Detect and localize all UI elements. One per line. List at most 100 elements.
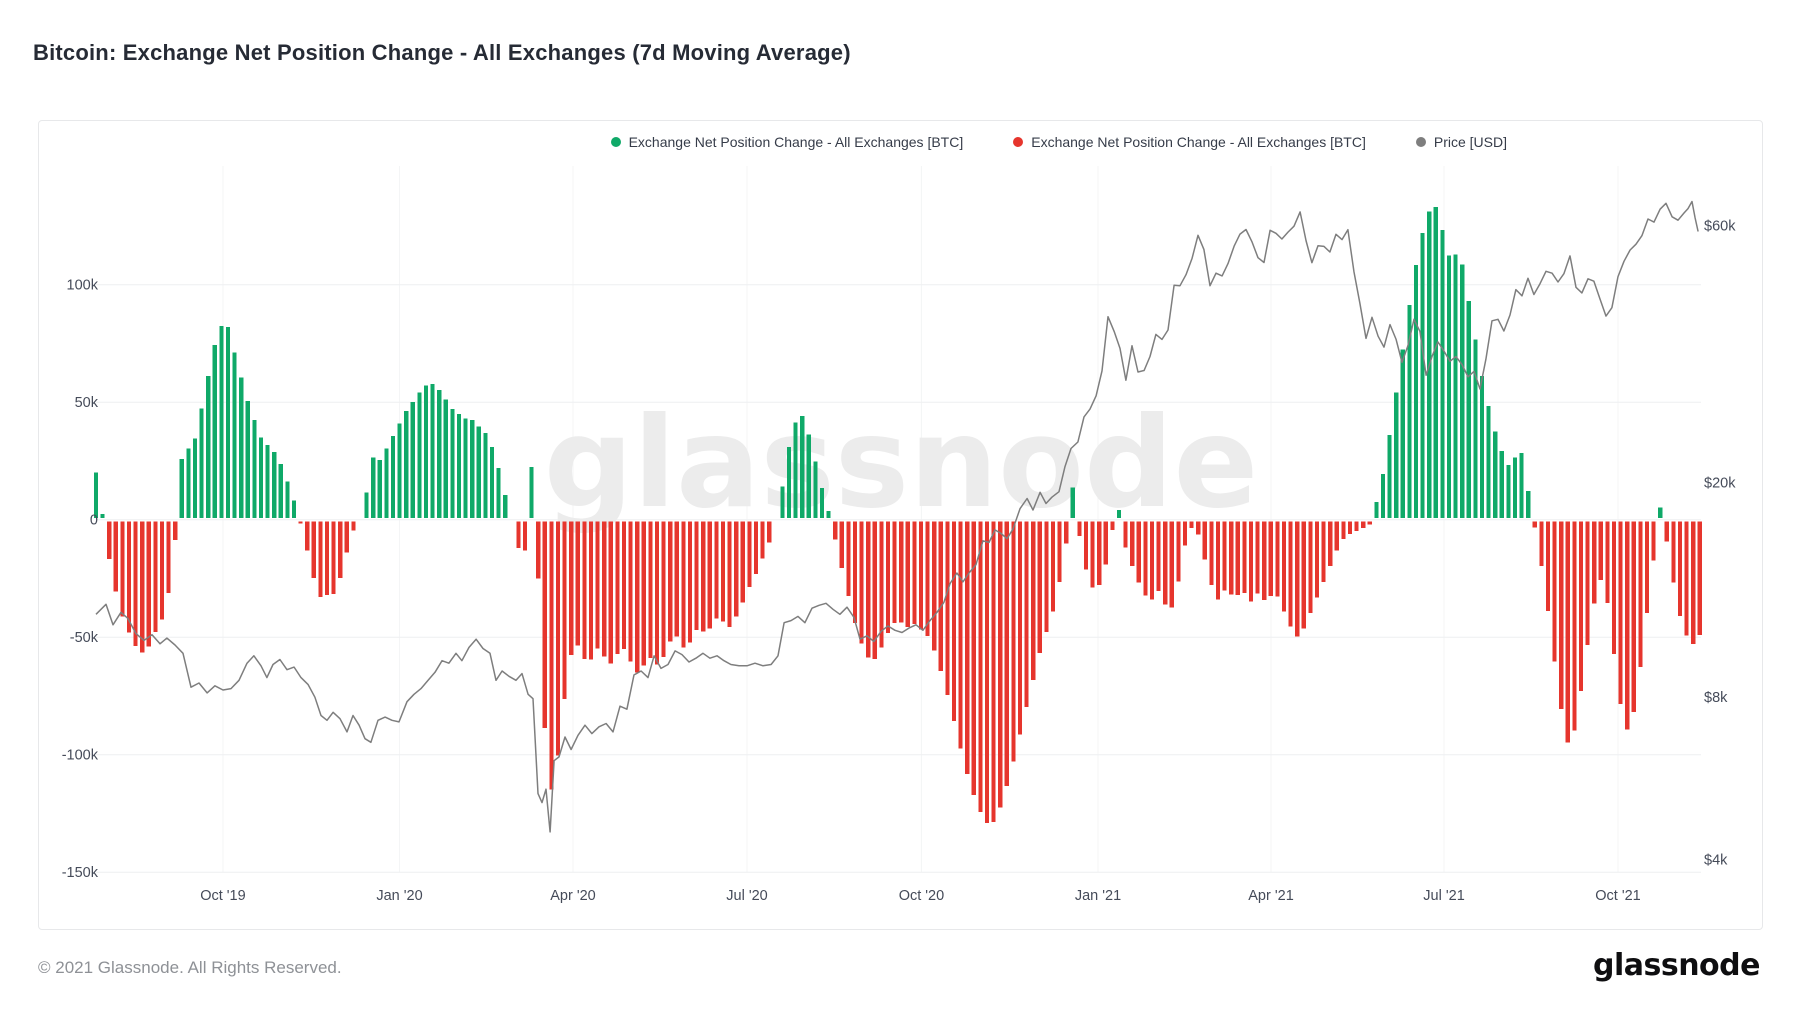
outflow-bar bbox=[872, 521, 877, 660]
legend-dot-green-icon bbox=[610, 137, 621, 147]
inflow-bar bbox=[384, 448, 389, 518]
outflow-bar bbox=[324, 521, 330, 595]
outflow-bar bbox=[140, 521, 145, 653]
outflow-bar bbox=[1222, 521, 1227, 591]
x-axis-label: Oct '21 bbox=[1595, 888, 1640, 904]
outflow-bar bbox=[1037, 521, 1042, 653]
inflow-bar bbox=[192, 438, 198, 518]
inflow-bar bbox=[1374, 502, 1379, 518]
outflow-bar bbox=[1644, 521, 1650, 613]
inflow-bar bbox=[1658, 507, 1663, 518]
page-title: Bitcoin: Exchange Net Position Change - … bbox=[33, 40, 851, 65]
outflow-bar bbox=[945, 521, 950, 696]
left-axis-label: -50k bbox=[70, 630, 99, 646]
inflow-bar bbox=[1070, 487, 1075, 518]
inflow-bar bbox=[793, 422, 798, 518]
legend-item-inflow[interactable]: Exchange Net Position Change - All Excha… bbox=[610, 134, 963, 150]
inflow-bar bbox=[786, 447, 792, 518]
outflow-bar bbox=[1215, 521, 1221, 600]
outflow-bar bbox=[1017, 521, 1023, 735]
outflow-bar bbox=[1090, 521, 1095, 588]
outflow-bar bbox=[753, 521, 759, 574]
outflow-bar bbox=[978, 521, 983, 813]
outflow-bar bbox=[1631, 521, 1636, 713]
left-axis-label: -100k bbox=[62, 748, 99, 764]
inflow-bar bbox=[1486, 406, 1491, 518]
outflow-bar bbox=[852, 521, 858, 623]
outflow-bar bbox=[912, 521, 917, 625]
inflow-bar bbox=[225, 327, 231, 518]
inflow-bar bbox=[1413, 264, 1419, 518]
outflow-bar bbox=[1367, 521, 1372, 525]
inflow-bar bbox=[443, 399, 448, 518]
inflow-bar bbox=[278, 464, 283, 518]
outflow-bar bbox=[1341, 521, 1346, 540]
outflow-bar bbox=[1077, 521, 1082, 536]
inflow-bar bbox=[199, 408, 204, 518]
inflow-bar bbox=[404, 411, 409, 518]
outflow-bar bbox=[1328, 521, 1333, 567]
outflow-bar bbox=[1585, 521, 1590, 645]
outflow-bar bbox=[1031, 521, 1036, 680]
outflow-bar bbox=[1130, 521, 1135, 567]
inflow-bar bbox=[417, 392, 422, 518]
outflow-bar bbox=[892, 521, 897, 623]
outflow-bar bbox=[687, 521, 693, 643]
inflow-bar bbox=[1420, 233, 1425, 518]
outflow-bar bbox=[298, 521, 303, 524]
outflow-bar bbox=[1143, 521, 1148, 596]
outflow-bar bbox=[1262, 521, 1267, 600]
outflow-bar bbox=[621, 521, 627, 649]
inflow-bar bbox=[212, 345, 217, 518]
legend-item-price[interactable]: Price [USD] bbox=[1415, 134, 1507, 150]
chart-canvas[interactable]: glassnode 100k 50k 0 -50k -100k -150k $60k $20k $… bbox=[39, 121, 1764, 931]
outflow-bar bbox=[694, 521, 699, 630]
inflow-bar bbox=[1479, 375, 1485, 518]
outflow-bar bbox=[1625, 521, 1630, 730]
outflow-bar bbox=[1605, 521, 1610, 604]
outflow-bar bbox=[998, 521, 1003, 808]
inflow-bar bbox=[437, 390, 442, 518]
outflow-bar bbox=[1275, 521, 1280, 597]
inflow-bar bbox=[1506, 465, 1511, 518]
outflow-bar bbox=[720, 521, 726, 622]
outflow-bar bbox=[555, 521, 561, 756]
outflow-bar bbox=[1565, 521, 1570, 743]
outflow-bar bbox=[1288, 521, 1293, 627]
outflow-bar bbox=[351, 521, 356, 531]
outflow-bar bbox=[1611, 521, 1617, 655]
outflow-bar bbox=[159, 521, 165, 620]
footer-copyright: © 2021 Glassnode. All Rights Reserved. bbox=[38, 958, 342, 977]
outflow-bar bbox=[120, 521, 125, 617]
outflow-bar bbox=[1248, 521, 1254, 602]
outflow-bar bbox=[1347, 521, 1353, 535]
outflow-bar bbox=[595, 521, 600, 649]
inflow-bar bbox=[1453, 254, 1458, 518]
left-axis-label: 100k bbox=[67, 278, 99, 294]
inflow-bar bbox=[252, 420, 257, 518]
glassnode-watermark: glassnode bbox=[544, 391, 1259, 536]
outflow-bar bbox=[536, 521, 541, 579]
legend-item-outflow[interactable]: Exchange Net Position Change - All Excha… bbox=[1013, 134, 1366, 150]
outflow-bar bbox=[153, 521, 158, 632]
inflow-bar bbox=[410, 402, 415, 518]
inflow-bar bbox=[1433, 206, 1438, 518]
outflow-bar bbox=[1671, 521, 1676, 583]
outflow-bar bbox=[608, 521, 613, 664]
outflow-bar bbox=[542, 521, 547, 728]
inflow-bar bbox=[397, 423, 402, 518]
inflow-bar bbox=[239, 377, 244, 518]
glassnode-logo[interactable]: glassnode bbox=[1592, 948, 1761, 983]
outflow-bar bbox=[1308, 521, 1313, 613]
outflow-bar bbox=[905, 521, 910, 628]
x-axis-label: Jul '21 bbox=[1423, 888, 1464, 904]
outflow-bar bbox=[701, 521, 706, 632]
inflow-bar bbox=[430, 384, 435, 518]
outflow-bar bbox=[1182, 521, 1188, 546]
outflow-bar bbox=[707, 521, 712, 629]
inflow-bar bbox=[780, 486, 785, 518]
outflow-bar bbox=[668, 521, 673, 642]
outflow-bar bbox=[615, 521, 620, 655]
outflow-bar bbox=[1110, 521, 1115, 531]
outflow-bar bbox=[971, 521, 976, 795]
